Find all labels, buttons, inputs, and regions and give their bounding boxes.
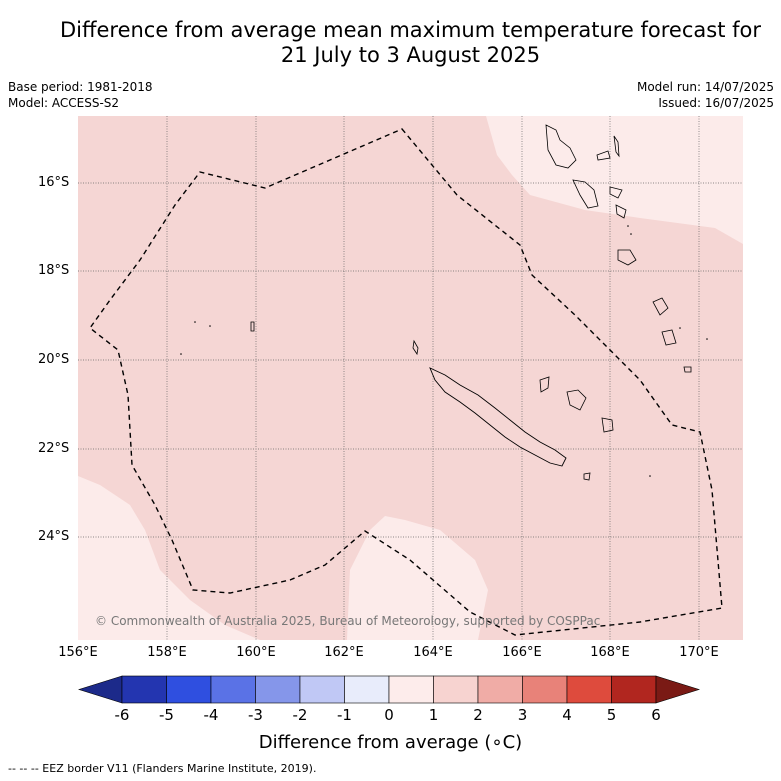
small-islet-2 [209,325,211,327]
colorbar-tick-label: -4 [203,706,219,724]
small-islet-7 [627,225,629,227]
light-region-southwest [78,476,260,640]
small-islet-4 [679,327,681,329]
copyright-credit: © Commonwealth of Australia 2025, Bureau… [95,614,601,628]
chesterfield-islet [250,321,255,332]
lon-label-160e: 160°E [236,645,276,660]
colorbar-segment [344,675,390,704]
small-islet-8 [630,233,632,235]
colorbar-extend-low [77,675,123,704]
colorbar-title: Difference from average (∘C) [258,732,523,753]
vanuatu-aoba [596,150,611,161]
colorbar-segment [611,675,657,704]
meta-left: Base period: 1981-2018 Model: ACCESS-S2 [8,79,153,111]
lon-label-164e: 164°E [413,645,453,660]
lat-label-18s: 18°S [38,263,70,278]
light-region-northeast [486,116,743,244]
loyalty-mare [601,417,614,433]
colorbar-tick-label: 3 [517,706,528,724]
lon-label-166e: 166°E [502,645,542,660]
small-islet-3 [180,353,182,355]
colorbar-segment [433,675,479,704]
light-region-south [347,516,488,640]
colorbar-tick-label: 0 [384,706,394,724]
vanuatu-pentecost [609,186,623,199]
isle-of-pines [583,472,591,481]
colorbar-segment [255,675,301,704]
small-islet-5 [706,338,708,340]
model-run: Model run: 14/07/2025 [636,80,774,94]
lon-label-156e: 156°E [58,645,98,660]
vanuatu-erromango [652,297,669,316]
colorbar-extend-high [655,675,701,704]
vanuatu-efate [617,249,637,266]
colorbar-tick-label: -1 [337,706,352,724]
colorbar-segment [477,675,523,704]
vanuatu-malakula [572,179,599,209]
colorbar-tick-label: 5 [606,706,617,724]
graticule [78,116,743,640]
colorbar-segment [388,675,434,704]
vanuatu-maewo [613,135,620,158]
colorbar-tick-label: 6 [651,706,661,724]
loyalty-ouvea [539,376,550,393]
base-period: Base period: 1981-2018 [8,80,153,94]
eez-border [89,128,723,636]
vanuatu-epi [615,204,627,219]
map-title: Difference from average mean maximum tem… [0,18,781,68]
small-islet-1 [194,321,196,323]
title-line-1: Difference from average mean maximum tem… [60,18,761,42]
title-line-2: 21 July to 3 August 2025 [280,43,541,67]
lon-label-170e: 170°E [679,645,719,660]
lat-label-16s: 16°S [38,175,70,190]
eez-footnote: -- -- -- EEZ border V11 (Flanders Marine… [8,762,317,775]
colorbar-segment [121,675,167,704]
colorbar [77,675,701,704]
meta-right: Model run: 14/07/2025 Issued: 16/07/2025 [637,79,774,111]
vanuatu-aneityum [683,366,692,373]
vanuatu-espiritu-santo [545,124,577,169]
issued-date: Issued: 16/07/2025 [658,96,774,110]
lon-label-162e: 162°E [324,645,364,660]
belep-islets [412,339,419,356]
model-name: Model: ACCESS-S2 [8,96,120,110]
lon-label-168e: 168°E [590,645,630,660]
colorbar-tick-label: -3 [248,706,263,724]
colorbar-tick-label: -5 [159,706,174,724]
colorbar-tick-label: -2 [292,706,308,724]
lat-label-22s: 22°S [38,441,70,456]
colorbar-segment [299,675,345,704]
small-islet-6 [649,475,651,477]
colorbar-tick-label: 2 [473,706,483,724]
colorbar-segment [522,675,568,704]
lon-label-158e: 158°E [147,645,187,660]
lat-label-24s: 24°S [38,529,70,544]
colorbar-tick-label: 4 [562,706,572,724]
lat-label-20s: 20°S [38,352,70,367]
loyalty-lifou [566,389,587,411]
colorbar-tick-label: -6 [114,706,130,724]
colorbar-tick-label: 1 [428,706,439,724]
vanuatu-tanna [661,329,677,346]
colorbar-segment [210,675,256,704]
colorbar-segment [166,675,212,704]
colorbar-segment [566,675,612,704]
new-caledonia-island [429,367,567,467]
